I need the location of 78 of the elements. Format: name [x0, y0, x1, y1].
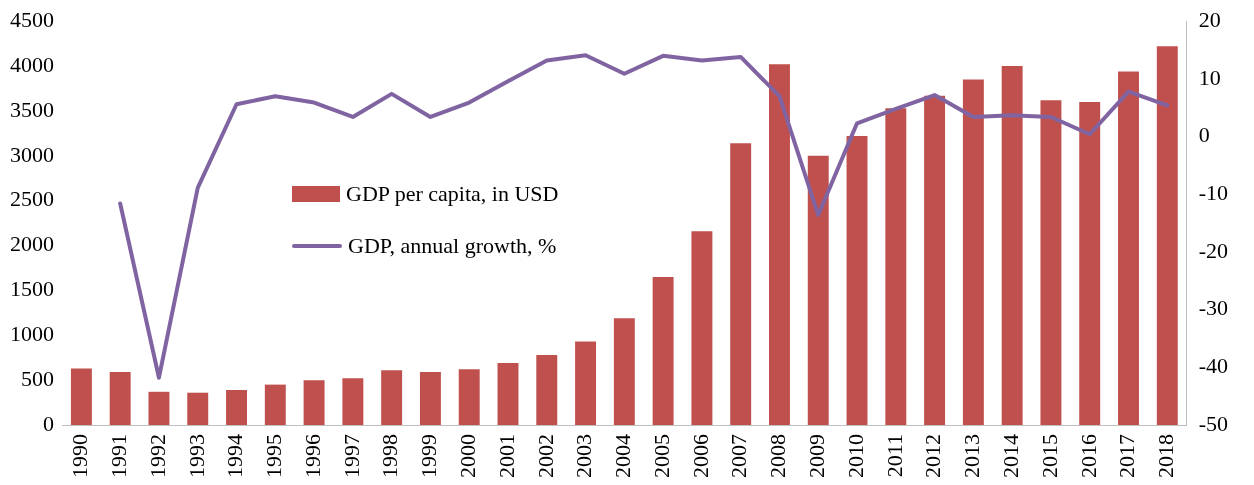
y-tick-label: 3500 — [10, 96, 54, 122]
x-tick-label: 2003 — [571, 434, 597, 478]
x-tick-label: 1991 — [105, 434, 131, 478]
x-tick-label: 2018 — [1153, 434, 1179, 478]
x-tick-label: 1996 — [299, 434, 325, 478]
bar — [885, 108, 907, 425]
y-tick-label: 2000 — [10, 231, 54, 257]
bar — [807, 155, 829, 425]
bar — [303, 380, 325, 425]
y-tick-label: 4000 — [10, 51, 54, 77]
x-tick-label: 2011 — [881, 434, 907, 478]
y2-tick-label: -30 — [1198, 295, 1228, 321]
bar — [1156, 46, 1178, 425]
bar — [575, 341, 597, 425]
x-tick-label: 2006 — [687, 434, 713, 478]
x-tick-label: 1999 — [416, 434, 442, 478]
bar — [1001, 66, 1023, 425]
y2-tick-label: -40 — [1198, 353, 1228, 379]
bar — [652, 276, 674, 425]
y-tick-label: 1500 — [10, 276, 54, 302]
bar — [109, 372, 131, 425]
bar — [1118, 71, 1139, 425]
x-tick-label: 2001 — [493, 434, 519, 478]
bar — [264, 384, 286, 425]
x-tick-label: 2007 — [726, 434, 752, 478]
y2-tick-label: -10 — [1198, 180, 1228, 206]
bar — [458, 369, 480, 425]
bar — [187, 392, 209, 425]
x-tick-label: 1998 — [377, 434, 403, 478]
x-tick-label: 2013 — [959, 434, 985, 478]
x-tick-label: 2014 — [997, 434, 1023, 478]
x-tick-label: 1992 — [144, 434, 170, 478]
y-tick-label: 1000 — [10, 321, 54, 347]
bar — [226, 390, 247, 425]
bar — [342, 378, 364, 425]
bar — [1040, 100, 1062, 425]
bar — [536, 355, 558, 425]
y-tick-label: 0 — [43, 410, 54, 436]
bar — [691, 231, 713, 425]
y-tick-label: 2500 — [10, 186, 54, 212]
bar — [148, 391, 170, 425]
x-tick-label: 2005 — [648, 434, 674, 478]
x-tick-label: 1997 — [338, 434, 364, 478]
legend-label: GDP, annual growth, % — [348, 233, 557, 260]
x-tick-label: 2009 — [804, 434, 830, 478]
y-tick-label: 3000 — [10, 141, 54, 167]
y2-tick-label: 20 — [1198, 6, 1221, 32]
y2-tick-label: -20 — [1198, 237, 1228, 263]
bar — [924, 95, 946, 425]
bar — [381, 370, 403, 425]
x-tick-label: 1993 — [183, 434, 209, 478]
y-tick-label: 4500 — [10, 6, 54, 32]
bar — [419, 372, 441, 425]
bar — [497, 363, 519, 425]
x-tick-label: 2010 — [842, 434, 868, 478]
x-tick-label: 2000 — [454, 434, 480, 478]
x-tick-label: 1994 — [222, 434, 248, 478]
y2-tick-label: -50 — [1198, 410, 1228, 436]
x-tick-label: 2017 — [1114, 434, 1140, 478]
bar — [730, 143, 752, 425]
x-tick-label: 2008 — [765, 434, 791, 478]
x-tick-label: 2015 — [1036, 434, 1062, 478]
bar — [613, 318, 635, 425]
bar — [768, 64, 790, 425]
x-tick-label: 2016 — [1075, 434, 1101, 478]
bar — [1079, 101, 1101, 425]
x-tick-label: 1990 — [67, 434, 93, 478]
x-tick-label: 2012 — [920, 434, 946, 478]
y-tick-label: 500 — [21, 365, 54, 391]
bar — [70, 368, 92, 425]
bar — [962, 79, 984, 425]
legend-label: GDP per capita, in USD — [346, 181, 559, 208]
y2-tick-label: 10 — [1198, 64, 1221, 90]
x-tick-label: 2004 — [610, 434, 636, 478]
x-tick-label: 2002 — [532, 434, 558, 478]
bar — [846, 136, 868, 425]
x-tick-label: 1995 — [261, 434, 287, 478]
y2-tick-label: 0 — [1198, 122, 1210, 148]
